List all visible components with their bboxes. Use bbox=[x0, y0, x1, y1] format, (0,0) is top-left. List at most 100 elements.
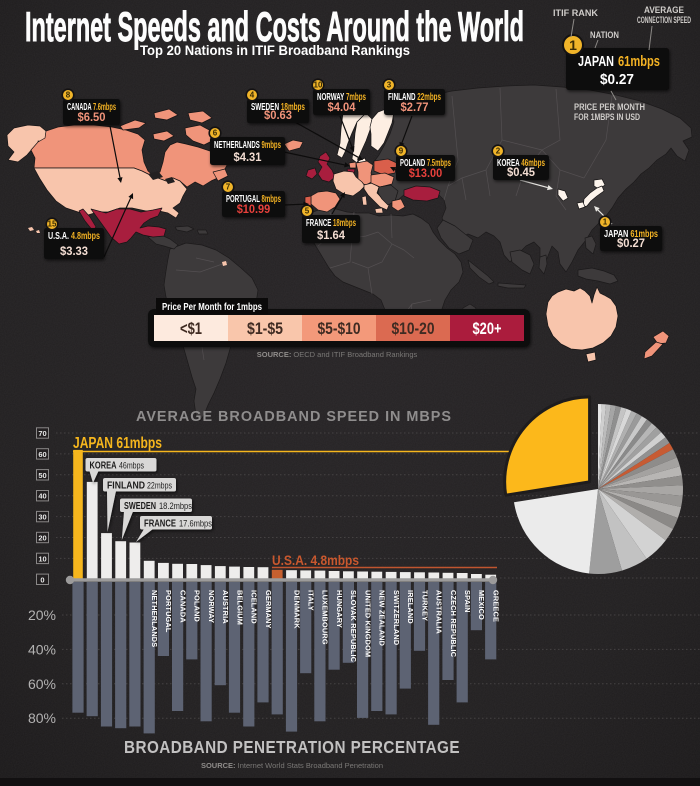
svg-text:GREECE: GREECE bbox=[492, 590, 501, 622]
svg-text:NETHERLANDS: NETHERLANDS bbox=[150, 590, 159, 647]
svg-text:0: 0 bbox=[40, 575, 44, 584]
svg-text:AUSTRIA: AUSTRIA bbox=[221, 590, 230, 624]
svg-text:Price Per Month for 1mbps: Price Per Month for 1mbps bbox=[162, 302, 262, 313]
svg-text:61mbps: 61mbps bbox=[618, 53, 660, 70]
svg-text:$3.33: $3.33 bbox=[60, 246, 88, 258]
svg-text:$0.27: $0.27 bbox=[600, 72, 634, 88]
svg-text:U.S.A. 4.8mbps: U.S.A. 4.8mbps bbox=[48, 231, 100, 242]
svg-text:8: 8 bbox=[66, 91, 71, 100]
svg-text:KOREA: KOREA bbox=[90, 460, 117, 472]
svg-text:60: 60 bbox=[38, 450, 46, 459]
svg-text:$6.50: $6.50 bbox=[78, 112, 106, 124]
svg-text:U.S.A. 4.8mbps: U.S.A. 4.8mbps bbox=[272, 552, 359, 568]
svg-text:FINLAND 22mbps: FINLAND 22mbps bbox=[388, 92, 441, 103]
svg-text:$0.27: $0.27 bbox=[617, 238, 645, 250]
svg-text:3: 3 bbox=[387, 81, 392, 90]
svg-text:DENMARK: DENMARK bbox=[292, 590, 301, 629]
svg-text:FRANCE: FRANCE bbox=[144, 518, 176, 530]
svg-text:SWITZERLAND: SWITZERLAND bbox=[392, 590, 401, 645]
svg-text:10: 10 bbox=[314, 81, 323, 90]
svg-text:CANADA 7.6mbps: CANADA 7.6mbps bbox=[67, 102, 116, 113]
svg-text:80%: 80% bbox=[28, 710, 56, 726]
svg-text:5: 5 bbox=[305, 207, 310, 216]
svg-text:UNITED KINGDOM: UNITED KINGDOM bbox=[363, 590, 372, 657]
svg-text:40%: 40% bbox=[28, 641, 56, 657]
svg-text:18.2mbps: 18.2mbps bbox=[159, 501, 192, 511]
svg-text:PRICE PER MONTH: PRICE PER MONTH bbox=[574, 102, 645, 112]
svg-text:15: 15 bbox=[48, 220, 57, 229]
svg-text:17.6mbps: 17.6mbps bbox=[179, 519, 212, 529]
svg-text:7: 7 bbox=[226, 183, 231, 192]
svg-text:HUNGARY: HUNGARY bbox=[335, 590, 344, 628]
svg-text:40: 40 bbox=[38, 492, 46, 501]
svg-text:9: 9 bbox=[399, 147, 404, 156]
svg-text:JAPAN 61mbps: JAPAN 61mbps bbox=[604, 229, 658, 240]
svg-text:JAPAN 61mbps: JAPAN 61mbps bbox=[73, 435, 162, 452]
svg-text:CZECH REPUBLIC: CZECH REPUBLIC bbox=[449, 590, 458, 658]
svg-text:SWEDEN 18mbps: SWEDEN 18mbps bbox=[251, 102, 305, 113]
svg-text:SPAIN: SPAIN bbox=[463, 590, 472, 613]
svg-text:30: 30 bbox=[38, 513, 46, 522]
svg-text:NORWAY: NORWAY bbox=[207, 590, 216, 623]
svg-text:1: 1 bbox=[603, 218, 608, 227]
svg-text:BROADBAND PENETRATION PERCENTA: BROADBAND PENETRATION PERCENTAGE bbox=[124, 737, 460, 757]
svg-text:Top 20 Nations in ITIF Broadba: Top 20 Nations in ITIF Broadband Ranking… bbox=[140, 43, 410, 58]
svg-text:CONNECTION SPEED: CONNECTION SPEED bbox=[637, 15, 691, 25]
svg-text:AUSTRALIA: AUSTRALIA bbox=[435, 590, 444, 634]
svg-text:LUXEMBOURG: LUXEMBOURG bbox=[321, 590, 330, 645]
svg-text:AVERAGE BROADBAND SPEED IN MBP: AVERAGE BROADBAND SPEED IN MBPS bbox=[136, 409, 452, 425]
svg-text:FRANCE 18mbps: FRANCE 18mbps bbox=[306, 218, 356, 229]
svg-text:$4.04: $4.04 bbox=[328, 102, 357, 114]
svg-text:$4.31: $4.31 bbox=[234, 152, 263, 164]
svg-text:$10-20: $10-20 bbox=[392, 319, 435, 338]
svg-text:SWEDEN: SWEDEN bbox=[124, 500, 156, 512]
svg-text:ITALY: ITALY bbox=[307, 590, 316, 611]
svg-text:22mbps: 22mbps bbox=[147, 481, 172, 491]
svg-text:$5-$10: $5-$10 bbox=[318, 319, 361, 338]
svg-text:PORTUGAL 8mbps: PORTUGAL 8mbps bbox=[226, 194, 281, 205]
svg-text:POLAND: POLAND bbox=[193, 590, 202, 622]
svg-text:NORWAY 7mbps: NORWAY 7mbps bbox=[317, 92, 366, 103]
svg-text:GERMANY: GERMANY bbox=[264, 590, 273, 629]
svg-text:BELGIUM: BELGIUM bbox=[235, 590, 244, 625]
svg-text:$10.99: $10.99 bbox=[237, 204, 271, 216]
svg-text:FOR 1MBPS IN USD: FOR 1MBPS IN USD bbox=[574, 112, 640, 122]
svg-text:PORTUGAL: PORTUGAL bbox=[164, 590, 173, 633]
svg-text:TURKEY: TURKEY bbox=[420, 590, 429, 621]
svg-text:FINLAND: FINLAND bbox=[107, 480, 145, 492]
svg-text:POLAND 7.5mbps: POLAND 7.5mbps bbox=[400, 158, 451, 169]
svg-text:<$1: <$1 bbox=[180, 319, 202, 338]
svg-text:IRELAND: IRELAND bbox=[406, 590, 415, 624]
svg-text:10: 10 bbox=[38, 554, 46, 563]
svg-text:6: 6 bbox=[213, 129, 218, 138]
svg-text:60%: 60% bbox=[28, 676, 56, 692]
svg-text:AVERAGE: AVERAGE bbox=[644, 5, 684, 15]
svg-text:SOURCE: Internet World Stats B: SOURCE: Internet World Stats Broadband P… bbox=[201, 761, 383, 770]
svg-text:4: 4 bbox=[250, 91, 255, 100]
svg-text:SOURCE: OECD and ITIF Broadban: SOURCE: OECD and ITIF Broadband Rankings bbox=[257, 350, 418, 359]
svg-text:50: 50 bbox=[38, 471, 46, 480]
svg-text:JAPAN: JAPAN bbox=[578, 53, 614, 70]
svg-text:MEXICO: MEXICO bbox=[477, 590, 486, 620]
svg-text:$0.63: $0.63 bbox=[264, 110, 292, 122]
svg-text:$1.64: $1.64 bbox=[317, 230, 346, 242]
svg-text:$1-$5: $1-$5 bbox=[247, 319, 283, 338]
svg-text:$2.77: $2.77 bbox=[401, 102, 429, 114]
svg-text:Internet Speeds and Costs Arou: Internet Speeds and Costs Around the Wor… bbox=[25, 3, 524, 50]
svg-text:$20+: $20+ bbox=[473, 319, 502, 338]
svg-text:NATION: NATION bbox=[590, 30, 619, 40]
svg-text:1: 1 bbox=[569, 37, 577, 53]
svg-text:2: 2 bbox=[496, 147, 501, 156]
svg-text:SLOVAK REPUBLIC: SLOVAK REPUBLIC bbox=[349, 590, 358, 663]
svg-text:CANADA: CANADA bbox=[178, 590, 187, 623]
svg-text:20: 20 bbox=[38, 534, 46, 543]
svg-text:NETHERLANDS 9mbps: NETHERLANDS 9mbps bbox=[214, 140, 281, 151]
svg-text:70: 70 bbox=[38, 429, 46, 438]
svg-text:$0.45: $0.45 bbox=[507, 167, 536, 179]
svg-text:KOREA 46mbps: KOREA 46mbps bbox=[497, 158, 545, 169]
svg-text:20%: 20% bbox=[28, 607, 56, 623]
svg-text:46mbps: 46mbps bbox=[119, 461, 144, 471]
svg-text:$13.00: $13.00 bbox=[409, 168, 443, 180]
svg-text:ITIF RANK: ITIF RANK bbox=[553, 8, 599, 18]
svg-text:ICELAND: ICELAND bbox=[250, 590, 259, 624]
